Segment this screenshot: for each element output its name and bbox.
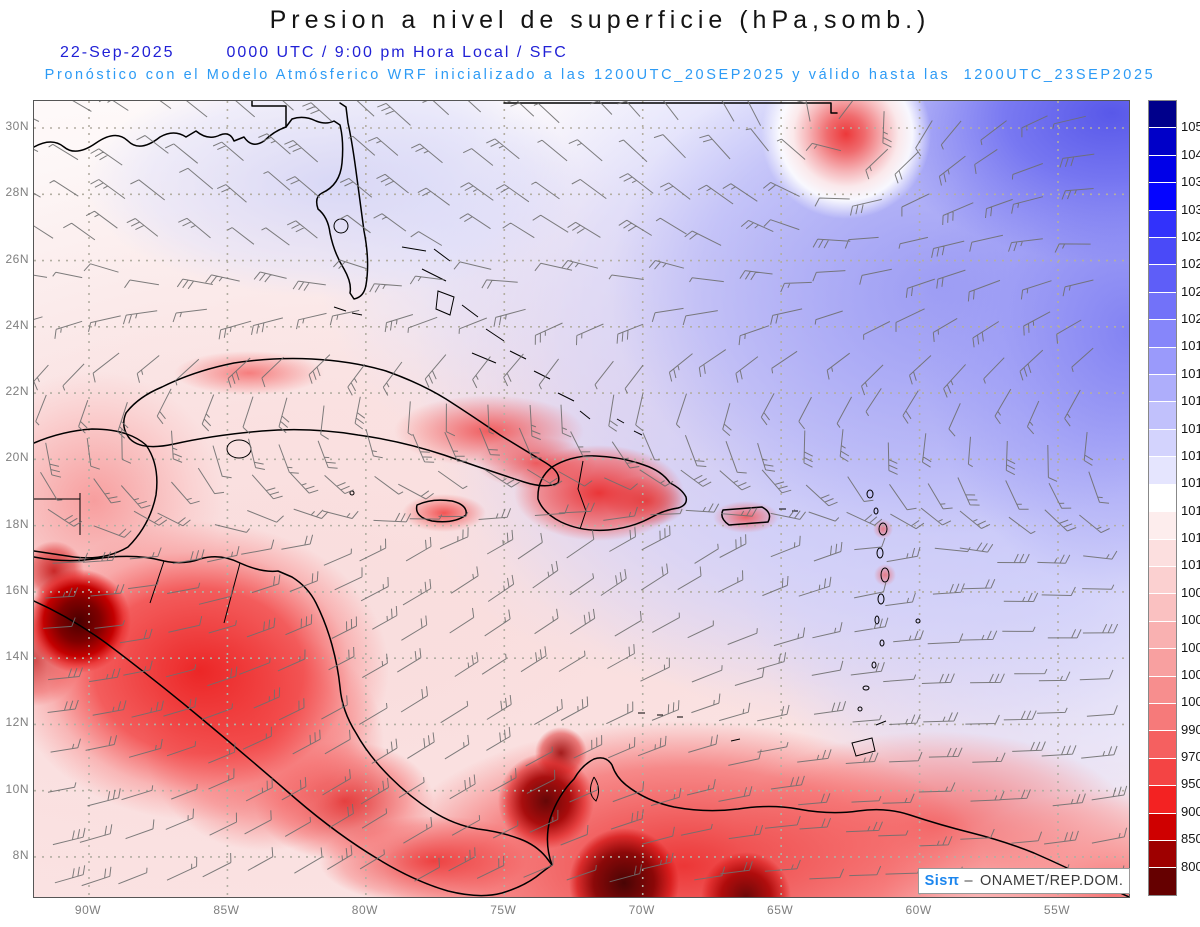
lon-tick-label: 70W — [628, 903, 655, 917]
lon-tick-label: 75W — [490, 903, 517, 917]
lon-tick-label: 80W — [351, 903, 378, 917]
colorbar-segment — [1149, 675, 1176, 703]
colorbar-tick-label: 970 — [1181, 749, 1200, 765]
lat-tick-label: 22N — [5, 384, 29, 399]
lat-tick-label: 30N — [5, 119, 29, 133]
lon-tick-label: 90W — [74, 903, 102, 917]
colorbar-segment — [1149, 101, 1176, 128]
colorbar-segment — [1149, 785, 1176, 813]
date-label: 22-Sep-2025 — [60, 44, 175, 61]
colorbar-tick-label: 1040 — [1181, 146, 1200, 162]
colorbar-tick-label: 1006 — [1181, 612, 1200, 628]
colorbar-tick-label: 1004 — [1181, 639, 1200, 655]
watermark-separator: – — [964, 873, 974, 889]
datetime-line: 22-Sep-2025 0000 UTC / 9:00 pm Hora Local… — [60, 44, 568, 62]
colorbar — [1148, 100, 1177, 896]
colorbar-segment — [1149, 401, 1176, 429]
colorbar-segment — [1149, 291, 1176, 320]
colorbar-tick-label: 1017 — [1181, 393, 1200, 409]
lon-tick-label: 55W — [1043, 903, 1071, 917]
lon-tick-label: 85W — [213, 903, 240, 917]
colorbar-tick-label: 900 — [1181, 803, 1200, 819]
colorbar-tick-label: 1015 — [1181, 447, 1200, 463]
colorbar-tick-label: 1008 — [1181, 584, 1200, 600]
lat-tick-label: 14N — [5, 649, 29, 664]
lat-tick-label: 8N — [12, 847, 29, 862]
latitude-axis: 30N 28N 26N 24N 22N 20N 18N 16N 14N 12N 10N 8N — [0, 100, 31, 896]
colorbar-segment — [1149, 456, 1176, 484]
pressure-map: Sisπ – ONAMET/REP.DOM. — [33, 100, 1130, 898]
colorbar-segment — [1149, 757, 1176, 786]
colorbar-labels: 1050 1040 1035 1030 1028 1025 1022 1020 1019 1018… — [1181, 100, 1200, 894]
colorbar-segment — [1149, 538, 1176, 566]
colorbar-tick-label: 950 — [1181, 776, 1200, 792]
colorbar-tick-label: 1016 — [1181, 420, 1200, 436]
colorbar-segment — [1149, 839, 1176, 868]
colorbar-segment — [1149, 730, 1176, 758]
watermark-org: ONAMET/REP.DOM. — [980, 873, 1124, 889]
colorbar-segment — [1149, 237, 1176, 265]
colorbar-segment — [1149, 483, 1176, 512]
time-label: 0000 UTC / 9:00 pm Hora Local / SFC — [226, 44, 568, 61]
lon-tick-label: 65W — [767, 903, 794, 917]
colorbar-segment — [1149, 127, 1176, 155]
colorbar-segment — [1149, 346, 1176, 375]
colorbar-segment — [1149, 593, 1176, 621]
colorbar-segment — [1149, 209, 1176, 238]
colorbar-tick-label: 1013 — [1181, 502, 1200, 518]
colorbar-tick-label: 1030 — [1181, 201, 1200, 217]
colorbar-tick-label: 800 — [1181, 858, 1200, 874]
lat-tick-label: 24N — [5, 317, 29, 332]
colorbar-segment — [1149, 565, 1176, 594]
colorbar-tick-label: 1035 — [1181, 174, 1200, 190]
colorbar-tick-label: 1019 — [1181, 338, 1200, 354]
colorbar-tick-label: 1050 — [1181, 119, 1200, 135]
lat-tick-label: 18N — [5, 516, 29, 531]
lat-tick-label: 16N — [5, 582, 29, 597]
colorbar-tick-label: 1020 — [1181, 311, 1200, 327]
colorbar-segment — [1149, 648, 1176, 676]
longitude-axis: 90W 85W 80W 75W 70W 65W 60W 55W — [33, 899, 1128, 921]
lat-tick-label: 26N — [5, 251, 29, 266]
lat-tick-label: 12N — [5, 715, 29, 730]
colorbar-segment — [1149, 374, 1176, 402]
colorbar-segment — [1149, 702, 1176, 731]
page-title: Presion a nivel de superficie (hPa,somb.… — [269, 6, 931, 34]
lon-tick-label: 60W — [905, 903, 932, 917]
colorbar-segment — [1149, 319, 1176, 347]
lat-tick-label: 28N — [5, 185, 29, 200]
colorbar-tick-label: 1010 — [1181, 557, 1200, 573]
colorbar-segment — [1149, 264, 1176, 292]
colorbar-segment — [1149, 620, 1176, 649]
wind-barb-layer — [34, 101, 1128, 887]
colorbar-tick-label: 1028 — [1181, 228, 1200, 244]
colorbar-segment — [1149, 867, 1176, 895]
colorbar-segment — [1149, 428, 1176, 457]
colorbar-segment — [1149, 511, 1176, 539]
colorbar-segment — [1149, 812, 1176, 840]
colorbar-tick-label: 1018 — [1181, 365, 1200, 381]
colorbar-tick-label: 1002 — [1181, 666, 1200, 682]
colorbar-segment — [1149, 182, 1176, 210]
lat-tick-label: 20N — [5, 450, 29, 465]
colorbar-tick-label: 1012 — [1181, 530, 1200, 546]
colorbar-tick-label: 1000 — [1181, 694, 1200, 710]
colorbar-tick-label: 1014 — [1181, 475, 1200, 491]
colorbar-segment — [1149, 154, 1176, 183]
colorbar-tick-label: 1025 — [1181, 256, 1200, 272]
forecast-label: Pronóstico con el Modelo Atmósferico WRF… — [44, 67, 1156, 83]
colorbar-tick-label: 1022 — [1181, 283, 1200, 299]
watermark: Sisπ – ONAMET/REP.DOM. — [918, 868, 1130, 894]
watermark-brand: Sisπ — [924, 873, 960, 889]
colorbar-tick-label: 850 — [1181, 831, 1200, 847]
lat-tick-label: 10N — [5, 781, 29, 796]
colorbar-tick-label: 990 — [1181, 721, 1200, 737]
